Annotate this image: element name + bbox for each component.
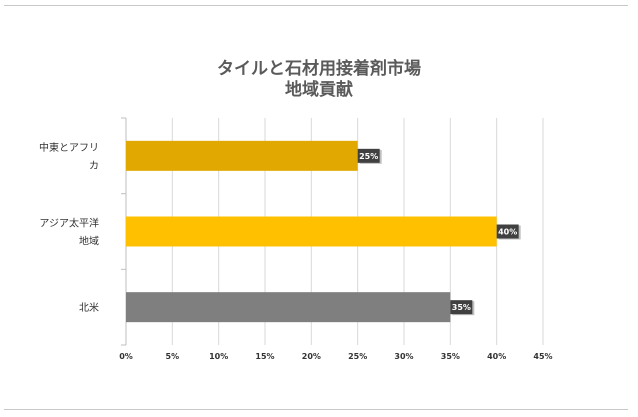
data-label-box: [496, 224, 519, 239]
chart-title-line: 地域貢献: [285, 79, 353, 100]
data-label: 35%: [452, 303, 471, 312]
category-label: カ: [89, 160, 99, 172]
x-tick-label: 40%: [487, 352, 506, 361]
x-tick-label: 10%: [209, 352, 228, 361]
x-tick-label: 30%: [394, 352, 413, 361]
bar: [126, 292, 451, 323]
data-labels: 25% 40% 35%: [357, 148, 521, 316]
x-tick-labels: 0% 5% 10% 15% 20% 25% 30% 35% 40% 45%: [119, 352, 552, 361]
data-label-box: [357, 148, 380, 163]
data-label-box: [450, 300, 473, 315]
x-tick-label: 15%: [255, 352, 274, 361]
bottom-divider: [4, 409, 628, 410]
category-label: 中東とアフリ: [39, 141, 99, 154]
x-tick-label: 5%: [166, 352, 180, 361]
category-label: アジア太平洋: [39, 217, 99, 230]
data-label: 40%: [498, 228, 517, 237]
bar: [126, 140, 358, 171]
top-divider: [4, 5, 628, 6]
data-label: 25%: [359, 152, 378, 161]
x-tick-label: 45%: [533, 352, 552, 361]
chart-title-line: タイルと石材用接着剤市場: [217, 58, 421, 79]
x-tick-label: 35%: [441, 352, 460, 361]
x-tick-label: 20%: [302, 352, 321, 361]
x-tick-label: 0%: [119, 352, 133, 361]
bar: [126, 216, 497, 247]
category-label: 地域: [79, 235, 99, 248]
bars: [126, 140, 497, 323]
category-label: 北米: [79, 301, 99, 314]
x-tick-label: 25%: [348, 352, 367, 361]
y-axis: [121, 117, 127, 346]
